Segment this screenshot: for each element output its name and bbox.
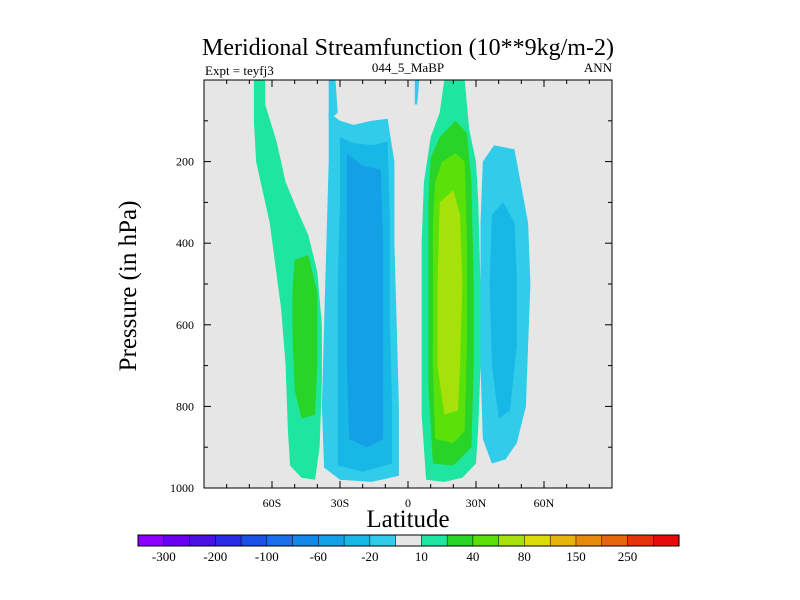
chart-title: Meridional Streamfunction (10**9kg/m-2) (202, 35, 614, 61)
colorbar-swatch (421, 534, 448, 547)
upper-equatorial-tongue (328, 80, 420, 121)
colorbar-swatch (446, 534, 474, 547)
sh-ferrel-cell-level-20-1 (292, 255, 318, 419)
upper-equatorial-tongue-level-neg10-1 (414, 80, 420, 105)
colorbar-label: -100 (255, 549, 279, 564)
x-tick-label: 60S (263, 496, 282, 510)
sh-hadley-cell-level-neg40-2 (346, 153, 384, 448)
upper-equatorial-tongue-level-neg10-0 (328, 80, 338, 121)
colorbar-label: -300 (152, 549, 176, 564)
colorbar-swatch (498, 534, 525, 547)
colorbar-label: -60 (310, 549, 327, 564)
colorbar-label: -200 (203, 549, 227, 564)
colorbar-swatch (137, 534, 165, 547)
colorbar-label: 10 (415, 549, 428, 564)
colorbar-swatch (395, 534, 422, 547)
colorbar-frame (137, 534, 680, 547)
y-tick-label: 400 (176, 236, 194, 250)
y-tick-label: 600 (176, 318, 194, 332)
colorbar-swatch (215, 534, 242, 547)
sh-ferrel-cell (253, 80, 322, 480)
nh-ferrel-cell-level-neg20-1 (489, 202, 517, 419)
period-label: 044_5_MaBP (372, 60, 444, 75)
experiment-label: Expt = teyfj3 (205, 63, 274, 78)
nh-ferrel-cell (480, 145, 531, 464)
colorbar-label: -20 (361, 549, 378, 564)
colorbar-swatch (524, 534, 551, 547)
season-label: ANN (584, 60, 613, 75)
colorbar-swatch (343, 534, 371, 547)
colorbar-label: 250 (618, 549, 638, 564)
colorbar-swatch (292, 534, 319, 547)
colorbar-swatch (163, 534, 191, 547)
colorbar-label: 150 (566, 549, 586, 564)
contour-fills (253, 80, 531, 482)
sh-hadley-cell (321, 112, 399, 482)
colorbar-label: 80 (518, 549, 531, 564)
colorbar-label: 40 (466, 549, 479, 564)
y-axis-label: Pressure (in hPa) (115, 201, 142, 372)
colorbar: -300 -200 -100 -60 -20 10 40 80 150 250 (137, 534, 680, 564)
colorbar-swatch (472, 534, 500, 547)
colorbar-swatch (266, 534, 294, 547)
colorbar-swatch (652, 534, 680, 547)
x-tick-label: 0 (405, 496, 411, 510)
x-tick-label: 30N (466, 496, 487, 510)
colorbar-swatch (627, 534, 654, 547)
y-axis-ticks: 200 400 600 800 1000 (170, 120, 612, 495)
colorbar-swatch (575, 534, 603, 547)
nh-hadley-cell-level-60-3 (437, 190, 463, 415)
x-axis-label: Latitude (366, 506, 449, 533)
y-tick-label: 1000 (170, 481, 194, 495)
x-tick-label: 60N (534, 496, 555, 510)
colorbar-swatch (601, 534, 629, 547)
nh-hadley-cell (421, 80, 481, 482)
x-tick-label: 30S (331, 496, 350, 510)
colorbar-swatch (189, 534, 216, 547)
colorbar-swatch (369, 534, 397, 547)
colorbar-swatch (240, 534, 268, 547)
x-axis-ticks: 60S 30S 0 30N 60N (226, 80, 590, 510)
colorbar-swatch (549, 534, 577, 547)
y-tick-label: 200 (176, 155, 194, 169)
colorbar-swatch (318, 534, 345, 547)
y-tick-label: 800 (176, 399, 194, 413)
